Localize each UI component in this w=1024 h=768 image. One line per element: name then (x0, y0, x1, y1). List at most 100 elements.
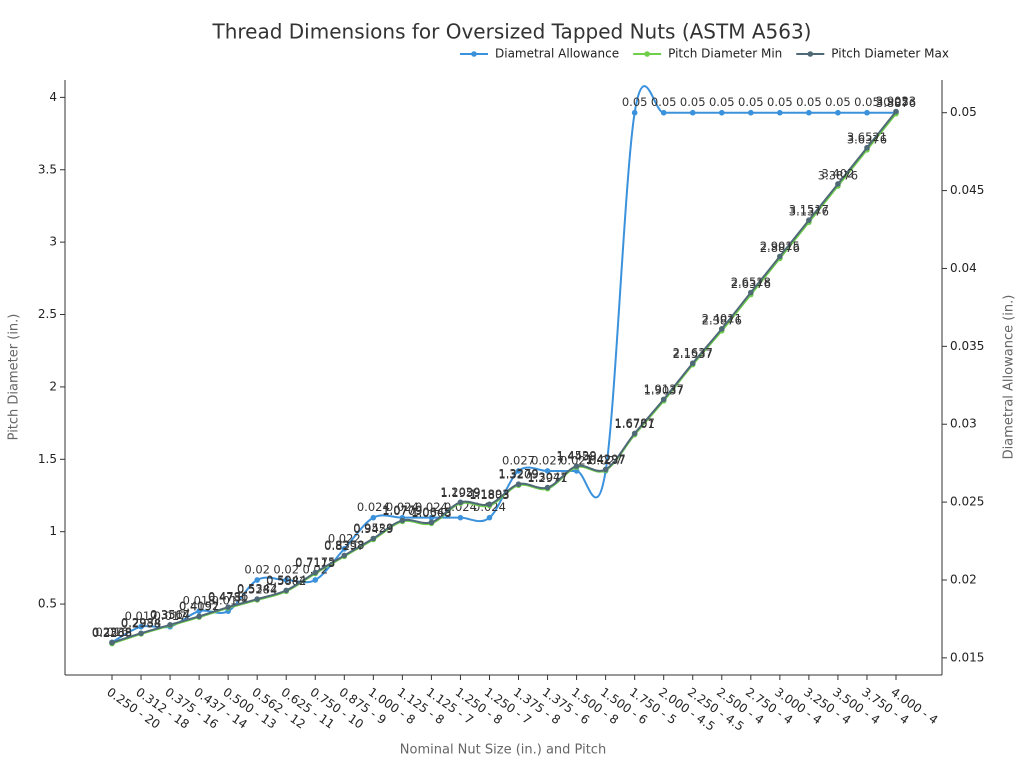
data-point (748, 109, 754, 116)
data-point (777, 253, 783, 260)
data-label: 2.4011 (702, 311, 742, 325)
y2-tick-label: 0.035 (950, 339, 984, 353)
series-line (111, 110, 897, 644)
data-point (428, 514, 435, 521)
data-label: 0.2268 (92, 626, 132, 640)
y-axis-title: Pitch Diameter (in.) (7, 314, 22, 441)
data-label: 0.018 (183, 594, 216, 608)
data-point (370, 535, 377, 542)
data-label: 0.3567 (150, 607, 190, 621)
data-label: 3.402 (821, 166, 854, 180)
legend-label: Diametral Allowance (495, 47, 619, 61)
data-point (225, 604, 231, 610)
data-label: 0.05 (854, 95, 880, 109)
data-point (689, 360, 696, 367)
data-label: 0.7175 (295, 555, 335, 569)
data-point (341, 552, 348, 559)
data-point (254, 577, 260, 583)
data-label: 1.2029 (440, 485, 480, 499)
data-label: 0.5944 (266, 573, 306, 587)
data-point (312, 577, 319, 583)
chart-title: Thread Dimensions for Oversized Tapped N… (211, 20, 811, 44)
y-tick-label: 1.5 (38, 452, 57, 466)
data-point (312, 569, 319, 576)
data-point (283, 577, 290, 583)
data-label: 0.027 (502, 453, 535, 467)
data-label: 0.024 (357, 500, 390, 514)
data-label: 3.1517 (789, 203, 829, 217)
data-point (138, 623, 144, 630)
data-label: 0.05 (680, 95, 706, 109)
data-label: 0.024 (415, 500, 448, 514)
data-point (399, 517, 406, 524)
data-point (138, 630, 144, 637)
data-label: 0.05 (767, 95, 793, 109)
data-point (486, 514, 493, 521)
data-label: 0.05 (622, 95, 648, 109)
data-label: 1.6787 (615, 416, 655, 430)
data-point (602, 466, 609, 473)
y-tick-label: 4 (49, 90, 57, 104)
legend-marker (471, 51, 477, 57)
data-label: 1.9137 (644, 382, 684, 396)
y-tick-label: 1 (49, 524, 57, 538)
data-label: 0.024 (386, 500, 419, 514)
data-point (544, 484, 551, 491)
series-line (111, 113, 897, 645)
data-label: 0.02 (302, 562, 328, 576)
data-label: 0.2984 (121, 616, 161, 630)
data-point (806, 109, 812, 116)
data-point (457, 514, 464, 521)
legend-marker (807, 51, 814, 57)
data-point (167, 622, 173, 628)
data-point (777, 109, 783, 116)
data-point (748, 289, 754, 296)
data-point (864, 109, 870, 116)
data-label: 0.05 (709, 95, 735, 109)
data-label: 1.0779 (382, 503, 422, 517)
data-label: 0.2338 (92, 625, 132, 639)
legend-label: Pitch Diameter Max (831, 47, 949, 61)
data-point (544, 468, 551, 474)
data-point (573, 463, 580, 469)
y2-tick-label: 0.02 (950, 572, 977, 586)
y2-tick-label: 0.03 (950, 417, 977, 431)
y2-tick-label: 0.025 (950, 495, 984, 509)
y2-axis-title: Diametral Allowance (in.) (1002, 295, 1017, 460)
data-label: 0.4152 (179, 599, 219, 613)
y2-tick-label: 0.045 (950, 183, 984, 197)
legend-marker (644, 51, 650, 57)
data-label: 1.1959 (440, 486, 480, 500)
data-label: 0.8358 (324, 538, 364, 552)
data-label: 1.0709 (382, 504, 422, 518)
data-label: 0.022 (328, 531, 361, 545)
x-axis-title: Nominal Nut Size (in.) and Pitch (400, 743, 606, 758)
y-tick-label: 2.5 (38, 307, 57, 321)
data-label: 0.027 (531, 453, 564, 467)
data-label: 1.4297 (586, 452, 626, 466)
data-label: 0.2938 (121, 616, 161, 630)
data-label: 1.0645 (411, 505, 451, 519)
data-label: 0.4731 (208, 590, 248, 604)
data-label: 0.05 (825, 95, 851, 109)
data-label: 2.6518 (731, 275, 771, 289)
data-label: 3.6521 (847, 130, 887, 144)
data-label: 3.9023 (876, 94, 916, 108)
data-point (718, 326, 725, 332)
data-point (631, 109, 638, 116)
y2-tick-label: 0.04 (950, 261, 977, 275)
data-point (283, 587, 290, 594)
data-point (660, 109, 667, 116)
data-label: 0.4097 (179, 600, 219, 614)
data-label: 0.05 (796, 95, 822, 109)
data-label: 0.5342 (237, 582, 277, 596)
data-label: 1.1893 (469, 487, 509, 501)
data-point (457, 499, 464, 506)
data-label: 0.9529 (353, 521, 393, 535)
data-point (835, 181, 841, 187)
data-point (893, 108, 899, 115)
data-point (718, 109, 725, 116)
data-label: 1.4458 (556, 450, 596, 464)
y-tick-label: 2 (49, 379, 57, 393)
